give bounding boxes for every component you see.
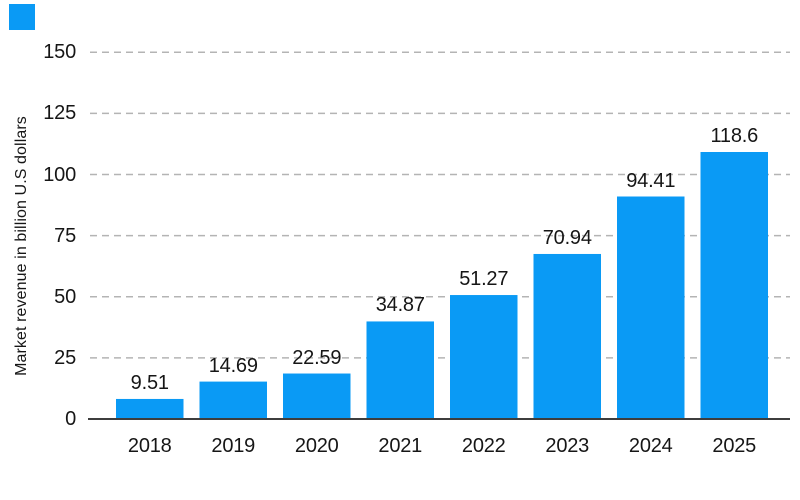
y-tick-label-25: 25: [54, 346, 76, 369]
x-tick-label-2019: 2019: [211, 435, 256, 457]
x-tick-label-2025: 2025: [712, 435, 757, 457]
bar-2021: [366, 321, 434, 419]
value-label-2020: 22.59: [292, 346, 342, 369]
y-tick-label-75: 75: [54, 224, 76, 247]
value-label-2022: 51.27: [459, 268, 509, 291]
bar-2024: [617, 196, 685, 419]
bar-2020: [283, 373, 351, 419]
x-tick-label-2021: 2021: [378, 435, 423, 457]
bar-2025: [700, 152, 768, 420]
y-tick-label-100: 100: [43, 163, 76, 186]
bar-2019: [199, 381, 267, 419]
x-tick-label-2022: 2022: [461, 435, 506, 457]
y-tick-label-0: 0: [65, 408, 76, 430]
y-tick-label-125: 125: [43, 102, 76, 125]
x-tick-label-2023: 2023: [545, 435, 590, 457]
value-label-2024: 94.41: [626, 169, 676, 192]
brand-logo-square: [9, 4, 35, 30]
value-label-2023: 70.94: [542, 226, 592, 249]
x-tick-label-2024: 2024: [628, 435, 673, 457]
value-label-2025: 118.6: [710, 125, 759, 147]
y-tick-label-50: 50: [54, 285, 76, 308]
value-label-2018: 9.51: [130, 371, 169, 394]
value-label-2019: 14.69: [208, 354, 258, 377]
bar-2022: [450, 295, 518, 419]
y-tick-label-150: 150: [43, 41, 76, 64]
x-tick-label-2020: 2020: [294, 435, 339, 457]
value-label-2021: 34.87: [375, 294, 425, 317]
bar-2023: [533, 253, 601, 419]
bar-2018: [116, 398, 184, 419]
x-tick-label-2018: 2018: [127, 435, 172, 457]
